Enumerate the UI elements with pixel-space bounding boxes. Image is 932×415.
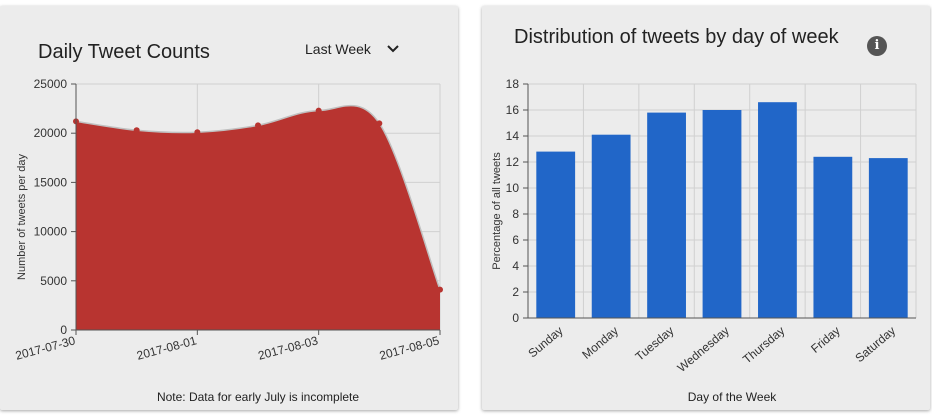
- data-point: [376, 120, 383, 127]
- y-tick-label: 10000: [34, 225, 68, 239]
- day-of-week-chart: 0 2 4 6 8 10 12 14 16 18 Sunday Monday TuesdayWednes…: [491, 77, 917, 404]
- x-tick-label: 2017-08-03: [257, 333, 320, 362]
- x-tick-label: 2017-08-05: [378, 333, 441, 362]
- y-tick-label: 5000: [40, 274, 67, 288]
- tweet-count-area: [76, 105, 440, 330]
- y-tick-label: 25000: [34, 77, 68, 91]
- bar-monday: [591, 134, 631, 318]
- x-tick-label: Friday: [808, 324, 843, 356]
- y-tick-label: 12: [506, 155, 520, 169]
- y-tick-label: 2: [512, 285, 519, 299]
- day-of-week-card: Distribution of tweets by day of week i …: [482, 6, 930, 410]
- x-tick-label: Monday: [579, 324, 621, 362]
- data-point: [194, 129, 201, 136]
- bar-sunday: [536, 151, 576, 318]
- x-tick-label: Wednesday: [675, 324, 732, 375]
- y-tick-label: 0: [512, 311, 519, 325]
- chevron-down-icon: [387, 45, 399, 53]
- x-tick-label: Saturday: [852, 324, 898, 366]
- daily-tweet-counts-card: Daily Tweet Counts Last Week 0 5000 10000 1…: [0, 6, 458, 410]
- bar-wednesday: [702, 110, 742, 318]
- x-tick-label: 2017-07-30: [14, 333, 77, 362]
- x-axis-label: Day of the Week: [688, 390, 777, 404]
- day-of-week-title: Distribution of tweets by day of week: [514, 26, 839, 48]
- y-axis-label: Number of tweets per day: [16, 154, 28, 280]
- y-tick-label: 15000: [34, 175, 68, 189]
- info-icon[interactable]: i: [867, 36, 887, 56]
- y-tick-label: 6: [512, 233, 519, 247]
- data-point: [437, 286, 443, 293]
- y-tick-label: 8: [512, 207, 519, 221]
- y-tick-label: 0: [60, 323, 67, 337]
- data-note: Note: Data for early July is incomplete: [157, 390, 359, 404]
- data-point: [255, 122, 261, 129]
- data-point: [133, 127, 140, 134]
- time-range-dropdown[interactable]: Last Week: [305, 41, 399, 57]
- y-tick-label: 18: [506, 77, 520, 91]
- data-point: [315, 107, 322, 114]
- daily-tweet-counts-chart: 0 5000 10000 15000 20000 25000 2017-07-30 2017-…: [14, 77, 443, 404]
- bar-thursday: [758, 102, 797, 318]
- y-tick-label: 20000: [34, 126, 68, 140]
- x-tick-label: 2017-08-01: [135, 333, 198, 362]
- bar-friday: [813, 156, 853, 318]
- bar-saturday: [868, 158, 908, 318]
- bar-tuesday: [647, 112, 686, 318]
- y-tick-label: 4: [512, 259, 519, 273]
- daily-tweet-counts-title: Daily Tweet Counts: [38, 41, 210, 63]
- y-tick-label: 16: [506, 103, 520, 117]
- time-range-dropdown-value: Last Week: [305, 41, 371, 57]
- x-tick-label: Tuesday: [633, 324, 677, 364]
- y-axis-label: Percentage of all tweets: [491, 152, 503, 270]
- x-tick-label: Thursday: [740, 324, 787, 367]
- x-tick-label: Sunday: [525, 324, 565, 361]
- y-tick-label: 14: [506, 129, 520, 143]
- y-tick-label: 10: [506, 181, 520, 195]
